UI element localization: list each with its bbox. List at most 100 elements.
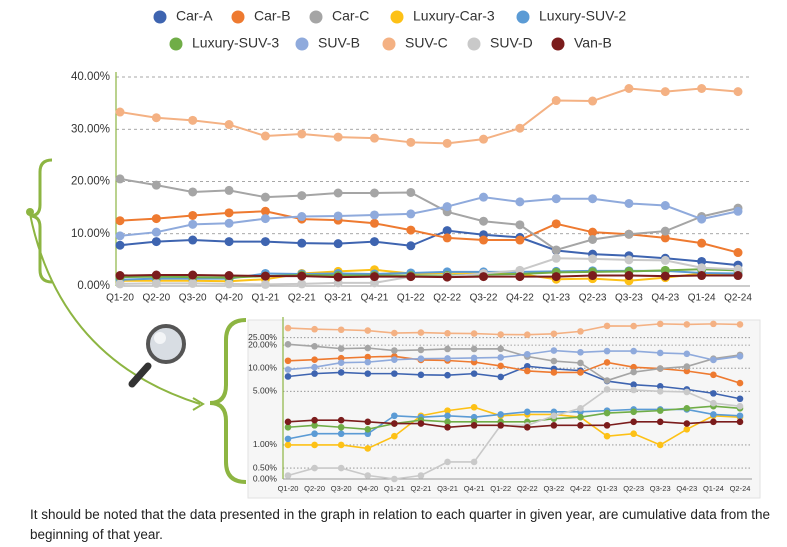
point <box>710 399 717 407</box>
point <box>656 407 664 414</box>
point <box>603 322 611 330</box>
series-line <box>287 365 741 400</box>
point <box>444 345 451 353</box>
x-tick-label: Q1-23 <box>542 293 570 304</box>
point <box>736 321 744 328</box>
legend-label: Luxury-SUV-3 <box>192 35 279 51</box>
point <box>470 413 478 421</box>
point <box>391 432 398 440</box>
series-line <box>287 343 741 382</box>
point <box>391 329 398 337</box>
point <box>710 418 717 426</box>
y-tick-label: 30.00% <box>71 123 110 135</box>
point <box>260 206 270 216</box>
point <box>337 369 345 376</box>
x-tick-label: Q4-22 <box>570 484 591 493</box>
point <box>297 129 307 139</box>
point <box>444 423 451 431</box>
point <box>444 355 451 362</box>
point <box>364 353 372 361</box>
point <box>660 233 670 243</box>
arrow-head <box>192 397 205 411</box>
zoom-arrow <box>29 213 201 405</box>
series-line <box>287 349 741 371</box>
point <box>479 235 489 245</box>
x-tick-label: Q1-20 <box>278 484 299 493</box>
point <box>603 422 611 429</box>
point <box>683 388 691 396</box>
legend-label: Luxury-Car-3 <box>413 8 495 24</box>
point <box>479 134 489 144</box>
point <box>369 133 379 143</box>
x-tick-label: Q2-21 <box>411 484 432 493</box>
point <box>364 327 372 334</box>
point <box>224 237 234 247</box>
point <box>151 113 161 123</box>
point <box>115 240 125 250</box>
point <box>417 472 425 479</box>
point <box>224 120 234 130</box>
brace-dot <box>26 208 34 216</box>
point <box>444 329 451 337</box>
point <box>417 329 425 336</box>
y-tick-label: 0.00% <box>77 280 110 292</box>
y-tick-label: 25.00% <box>248 332 277 342</box>
point <box>470 354 478 362</box>
point <box>224 271 234 281</box>
point <box>115 271 125 281</box>
legend-marker <box>390 10 404 24</box>
point <box>683 321 691 328</box>
point <box>733 87 743 97</box>
point <box>577 359 584 367</box>
point <box>523 350 531 358</box>
series-line <box>287 388 741 480</box>
point <box>115 107 125 117</box>
point <box>337 423 345 431</box>
point <box>736 352 744 360</box>
x-tick-label: Q2-24 <box>724 293 752 304</box>
point <box>442 272 452 282</box>
legend-label: SUV-C <box>405 35 448 51</box>
point <box>297 238 307 248</box>
point <box>444 418 451 426</box>
point <box>551 272 561 282</box>
point <box>577 328 584 335</box>
point <box>337 345 345 352</box>
y-tick-label: 40.00% <box>71 71 110 83</box>
point <box>630 363 637 371</box>
x-tick-label: Q4-23 <box>676 484 697 493</box>
point <box>188 278 198 288</box>
point <box>260 192 270 202</box>
bottom-brace <box>209 318 247 484</box>
point <box>630 347 637 355</box>
point <box>311 416 318 424</box>
point <box>151 227 161 237</box>
x-tick-label: Q2-20 <box>304 484 325 493</box>
magnifier <box>128 324 186 388</box>
legend-label: Car-B <box>254 8 291 24</box>
point <box>577 413 584 421</box>
point <box>311 370 318 377</box>
x-tick-label: Q3-23 <box>615 293 643 304</box>
point <box>391 412 398 420</box>
point <box>444 407 451 414</box>
point <box>656 383 664 390</box>
point <box>406 187 416 197</box>
point <box>470 330 478 337</box>
point <box>364 418 372 426</box>
legend-marker <box>516 10 530 24</box>
point <box>337 326 345 334</box>
point <box>311 363 318 371</box>
point <box>369 237 379 247</box>
x-tick-label: Q2-21 <box>288 293 316 304</box>
x-tick-label: Q2-23 <box>579 293 607 304</box>
point <box>333 188 343 198</box>
series-line <box>119 274 738 279</box>
point <box>311 342 318 350</box>
point <box>630 418 637 426</box>
point <box>297 191 307 201</box>
point <box>630 322 637 330</box>
point <box>470 345 478 353</box>
point <box>577 422 584 429</box>
series-line <box>287 419 740 429</box>
